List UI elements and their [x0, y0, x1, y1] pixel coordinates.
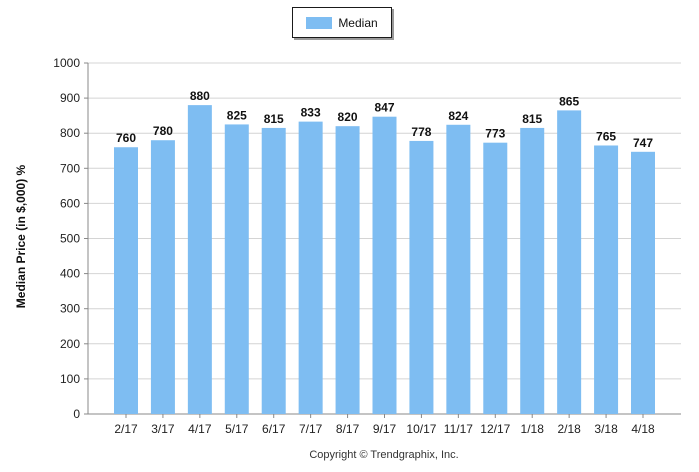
x-tick-label: 2/17	[114, 422, 138, 436]
data-label: 820	[338, 110, 358, 124]
bar-9/17	[372, 116, 397, 414]
data-label: 825	[227, 108, 247, 122]
y-tick-label: 500	[60, 232, 80, 246]
x-tick-label: 4/18	[631, 422, 655, 436]
bar-2/18	[557, 110, 582, 414]
x-tick-label: 6/17	[262, 422, 286, 436]
data-label: 815	[522, 112, 542, 126]
x-tick-label: 8/17	[336, 422, 360, 436]
bar-10/17	[409, 140, 434, 414]
copyright-footer: Copyright © Trendgraphix, Inc.	[309, 449, 459, 461]
y-tick-label: 800	[60, 126, 80, 140]
bar-4/17	[187, 105, 212, 415]
x-tick-label: 12/17	[480, 422, 510, 436]
legend: Median	[292, 7, 392, 38]
data-label: 815	[264, 112, 284, 126]
y-axis-title: Median Price (in $,000) %	[14, 164, 28, 308]
x-tick-label: 10/17	[406, 422, 436, 436]
x-tick-label: 3/18	[594, 422, 618, 436]
x-tick-label: 3/17	[151, 422, 175, 436]
y-tick-label: 400	[60, 267, 80, 281]
x-tick-label: 5/17	[225, 422, 249, 436]
bar-4/18	[631, 151, 655, 415]
data-label: 747	[633, 136, 653, 150]
data-label: 833	[301, 106, 321, 120]
y-tick-label: 0	[73, 407, 80, 421]
bar-6/17	[261, 127, 286, 414]
data-label: 865	[559, 94, 579, 108]
bar-1/18	[520, 127, 545, 414]
bar-2/17	[114, 147, 138, 415]
y-tick-label: 700	[60, 161, 80, 175]
y-tick-label: 900	[60, 91, 80, 105]
y-tick-label: 1000	[53, 56, 80, 70]
y-tick-label: 100	[60, 372, 80, 386]
y-tick-label: 200	[60, 337, 80, 351]
data-label: 778	[411, 125, 431, 139]
x-tick-label: 4/17	[188, 422, 212, 436]
x-tick-label: 9/17	[373, 422, 397, 436]
bar-11/17	[446, 124, 471, 414]
bar-5/17	[224, 124, 249, 415]
data-label: 847	[374, 101, 394, 115]
data-label: 824	[448, 109, 468, 123]
bar-3/18	[594, 145, 619, 415]
data-label: 780	[153, 124, 173, 138]
y-tick-label: 600	[60, 196, 80, 210]
legend-label-median: Median	[338, 15, 378, 30]
x-tick-label: 7/17	[299, 422, 323, 436]
x-tick-label: 11/17	[444, 422, 473, 436]
y-tick-label: 300	[60, 302, 80, 316]
data-label: 765	[596, 129, 616, 143]
data-label: 760	[116, 131, 136, 145]
x-tick-label: 2/18	[557, 422, 581, 436]
bar-8/17	[335, 126, 360, 415]
bar-12/17	[483, 142, 508, 414]
data-label: 773	[485, 127, 505, 141]
bar-7/17	[298, 121, 323, 414]
data-label: 880	[190, 89, 210, 103]
x-tick-label: 1/18	[521, 422, 545, 436]
bar-3/17	[150, 140, 175, 414]
legend-swatch-median	[306, 16, 333, 29]
